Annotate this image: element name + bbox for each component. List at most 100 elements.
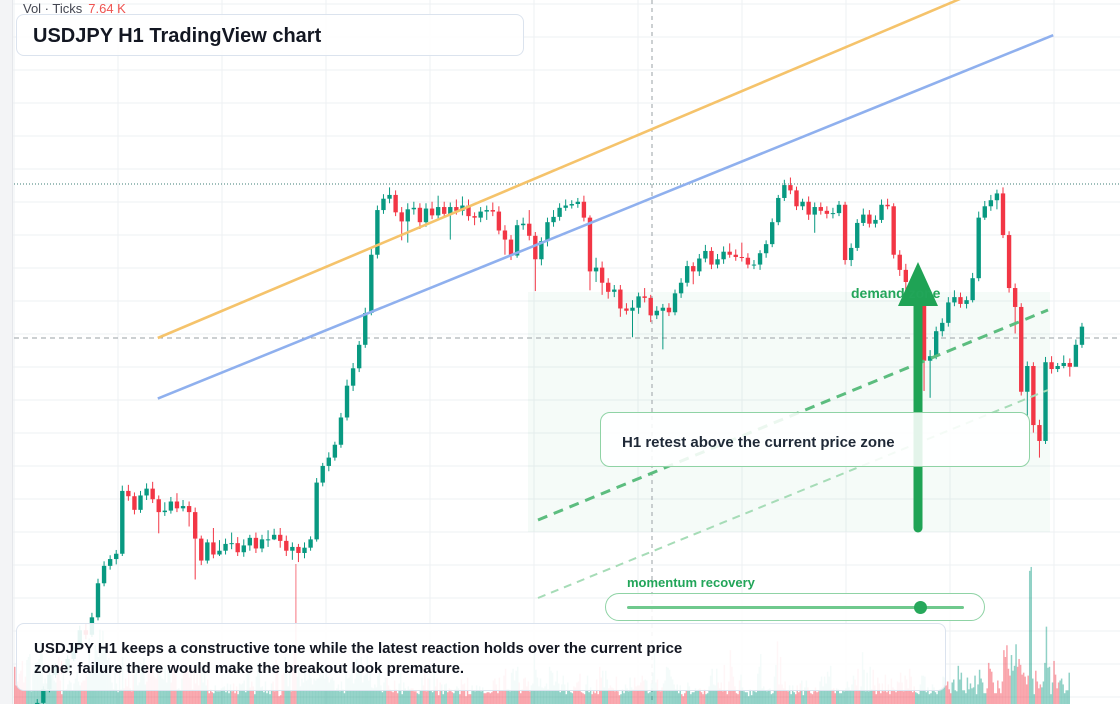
volume-bar — [448, 688, 451, 704]
volume-bar — [53, 680, 56, 704]
volume-bar — [975, 694, 978, 704]
volume-bar — [705, 694, 707, 704]
volume-bar — [945, 685, 947, 704]
volume-bar — [559, 692, 561, 704]
candle-body — [514, 225, 520, 256]
volume-bar — [747, 696, 750, 704]
candle-body — [508, 239, 514, 256]
volume-bar — [1036, 681, 1039, 704]
volume-bar — [495, 684, 498, 704]
volume-bar — [597, 694, 599, 704]
volume-bar — [471, 685, 473, 704]
volume-bar — [273, 691, 276, 704]
volume-bar — [1057, 682, 1060, 704]
volume-bar — [953, 679, 955, 704]
volume-bar — [656, 679, 659, 704]
volume-bar — [734, 686, 736, 704]
volume-bar — [918, 694, 920, 704]
candle-body — [271, 534, 277, 540]
volume-bar — [708, 686, 710, 704]
candle-body — [411, 207, 417, 210]
volume-bar — [767, 689, 770, 704]
volume-bar — [453, 693, 455, 704]
candle-body — [666, 307, 672, 313]
volume-bar — [1000, 693, 1002, 704]
volume-bar — [898, 682, 900, 704]
candle-body — [484, 210, 489, 212]
volume-bar — [570, 692, 572, 704]
candle-body — [296, 546, 301, 553]
retest-callout: H1 retest above the current price zone — [600, 412, 1030, 467]
candle-body — [1019, 306, 1024, 392]
volume-bar — [80, 682, 83, 704]
candle-body — [763, 244, 769, 254]
volume-bar — [1022, 672, 1025, 704]
candle-body — [1049, 362, 1054, 370]
volume-bar — [544, 686, 546, 704]
volume-bar — [752, 690, 754, 704]
volume-bar — [437, 695, 440, 704]
candle-body — [903, 269, 909, 282]
volume-bar — [430, 690, 432, 704]
candle-body — [393, 194, 398, 213]
volume-bar — [249, 687, 252, 704]
candle-body — [879, 204, 884, 220]
left-scale-strip[interactable] — [0, 0, 13, 704]
volume-bar — [301, 678, 303, 704]
trendline-blue — [157, 33, 1054, 400]
volume-bar — [682, 696, 685, 704]
volume-bar — [764, 690, 767, 704]
volume-bar — [483, 693, 486, 704]
volume-bar — [264, 681, 267, 704]
volume-bar — [1044, 662, 1046, 704]
volume-bar — [577, 681, 580, 704]
volume-bar — [805, 680, 808, 704]
volume-bar — [799, 683, 802, 704]
momentum-label: momentum recovery — [627, 575, 755, 590]
volume-bar — [722, 691, 724, 704]
volume-bar — [951, 682, 953, 704]
volume-bar — [392, 692, 394, 704]
volume-bar — [582, 693, 584, 704]
volume-bar — [994, 693, 996, 704]
candle-body — [982, 206, 987, 218]
volume-bar — [834, 693, 836, 704]
volume-bar — [992, 682, 995, 704]
candle-body — [873, 219, 878, 224]
volume-bar — [59, 680, 62, 704]
volume-bar — [936, 694, 938, 704]
volume-bar — [396, 693, 399, 704]
volume-bar — [328, 682, 331, 704]
volume-bar — [778, 684, 780, 704]
volume-bar — [594, 693, 596, 704]
volume-bar — [1063, 693, 1066, 704]
volume-bar — [766, 691, 768, 704]
volume-bar — [984, 693, 987, 704]
volume-bar — [787, 691, 789, 704]
volume-bar — [330, 679, 332, 704]
candle-body — [897, 254, 902, 270]
volume-bar — [714, 685, 716, 704]
candle-body — [454, 207, 459, 211]
volume-bar — [693, 692, 695, 704]
volume-bar — [509, 691, 511, 704]
volume-bar — [832, 688, 835, 704]
candle-body — [448, 207, 453, 214]
volume-bar — [176, 689, 179, 704]
volume-bar — [371, 687, 373, 704]
volume-bar — [1006, 645, 1008, 704]
candle-body — [952, 297, 957, 303]
candle-body — [848, 247, 854, 261]
candle-body — [320, 465, 325, 483]
volume-bar — [956, 691, 958, 704]
volume-bar — [343, 693, 346, 704]
volume-bar — [842, 690, 844, 704]
candle-body — [344, 385, 350, 418]
candle-body — [1043, 362, 1048, 441]
volume-bar — [1042, 681, 1045, 704]
volume-bar — [222, 687, 224, 704]
volume-bar — [191, 689, 194, 704]
volume-bar — [892, 687, 894, 704]
volume-bar — [554, 681, 557, 704]
candle-body — [885, 204, 890, 207]
